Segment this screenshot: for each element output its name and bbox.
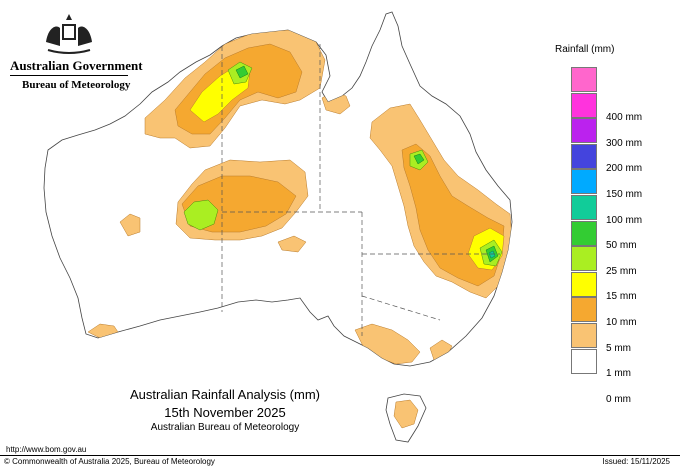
bom-website-link[interactable]: http://www.bom.gov.au — [6, 445, 87, 454]
rain-zone-25mm-kimberley — [235, 65, 249, 79]
legend-label: 25 mm — [606, 265, 637, 277]
legend-label: 15 mm — [606, 291, 637, 303]
legend-swatch — [571, 297, 597, 323]
legend-swatch — [571, 348, 597, 374]
state-borders — [221, 44, 500, 336]
legend-swatch — [571, 220, 597, 246]
legend-swatch — [571, 271, 597, 297]
legend-label: 150 mm — [606, 189, 643, 200]
legend-swatch — [571, 323, 597, 348]
map-source: Australian Bureau of Meteorology — [150, 422, 300, 433]
legend-swatch — [571, 92, 597, 118]
rain-zone-25mm-qld — [413, 153, 425, 165]
legend-label: 300 mm — [606, 137, 643, 149]
rain-zone-1mm-pilbara — [119, 213, 141, 237]
legend-swatch — [571, 246, 597, 272]
rainfall-shading — [87, 29, 512, 365]
legend-label: 10 mm — [606, 317, 637, 328]
header-divider — [10, 75, 128, 76]
legend-swatch — [571, 118, 597, 144]
coat-of-arms-logo — [46, 14, 92, 54]
rain-zone-15mm-central — [183, 199, 219, 231]
legend-swatch — [571, 169, 597, 195]
government-name: Australian Government — [10, 58, 143, 73]
legend-label: 0 mm — [606, 393, 631, 405]
legend-swatch — [571, 143, 597, 169]
map-title: Australian Rainfall Analysis (mm) — [129, 387, 320, 402]
rain-zone-50mm-nsw — [488, 250, 496, 259]
rain-zone-1mm-tasmania — [393, 399, 419, 429]
rain-zone-1mm-lake-eyre — [277, 235, 307, 253]
legend-swatch — [571, 195, 597, 220]
bureau-name: Bureau of Meteorology — [22, 79, 131, 91]
footer-divider — [0, 455, 680, 456]
legend-label: 1 mm — [606, 368, 631, 380]
legend-label: 5 mm — [606, 342, 631, 354]
legend-label: 100 mm — [606, 214, 643, 226]
legend-label: 400 mm — [606, 112, 643, 124]
legend-title: Rainfall (mm) — [555, 44, 615, 55]
map-date: 15th November 2025 — [164, 405, 286, 420]
legend-swatch — [571, 67, 597, 92]
legend-label: 200 mm — [606, 163, 643, 175]
legend-label: 50 mm — [606, 240, 637, 252]
issued-date: Issued: 15/11/2025 — [602, 457, 670, 466]
copyright-text: © Commonwealth of Australia 2025, Bureau… — [4, 457, 215, 466]
